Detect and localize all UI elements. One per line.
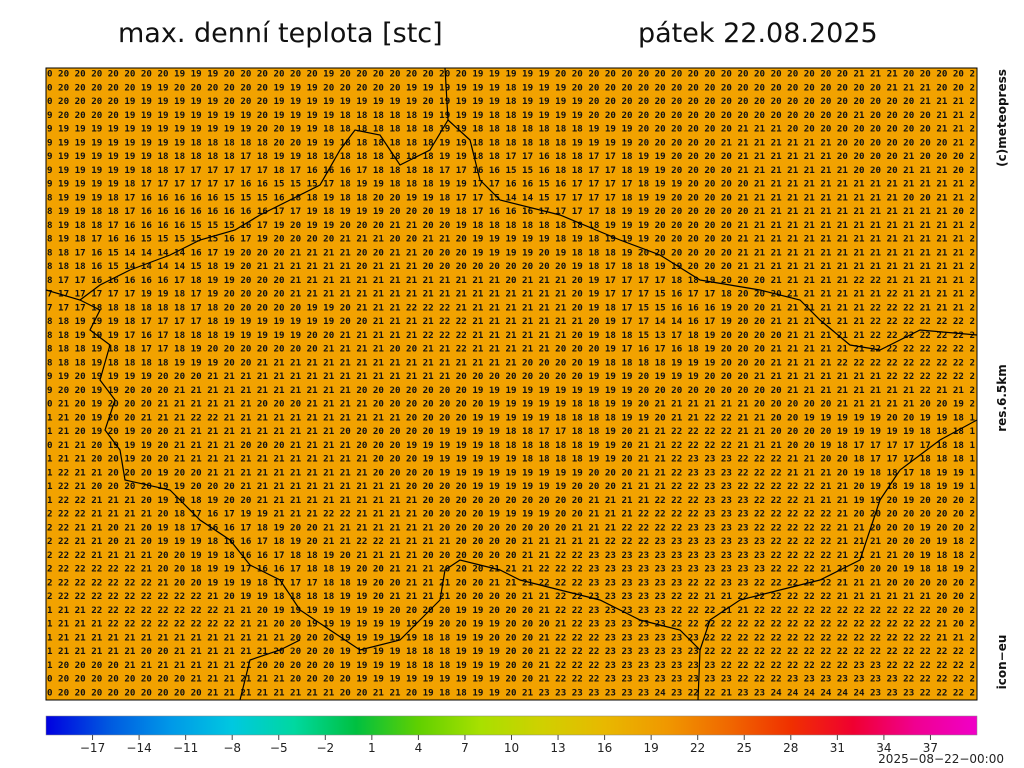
- value-row: 1 21 21 21 21 21 20 20 21 21 21 21 21 21…: [47, 647, 975, 657]
- value-grid: 0 20 20 20 20 20 20 20 19 19 19 20 20 20…: [47, 70, 975, 699]
- value-row: 9 19 19 19 19 18 17 17 17 17 17 17 16 16…: [47, 180, 975, 190]
- value-row: 7 17 17 18 18 18 18 18 18 17 18 20 20 20…: [47, 303, 975, 313]
- value-row: 0 20 20 20 20 20 19 19 20 20 20 20 20 20…: [47, 83, 975, 93]
- copyright: (c)meteopress: [995, 69, 1009, 167]
- value-row: 1 20 20 20 20 21 21 21 21 21 21 21 21 20…: [47, 661, 975, 671]
- value-row: 0 20 20 20 20 20 20 20 20 21 21 21 21 21…: [47, 675, 975, 685]
- colorbar-tick-label: 7: [461, 741, 469, 755]
- value-row: 2 22 22 21 21 21 21 20 18 17 16 17 19 19…: [47, 510, 975, 520]
- colorbar-tick-label: 28: [783, 741, 798, 755]
- value-row: 8 18 18 19 18 18 18 18 19 19 19 20 20 21…: [47, 358, 975, 368]
- value-row: 8 18 19 19 19 17 16 17 18 18 18 19 19 19…: [47, 331, 975, 341]
- map-area: [45, 67, 978, 701]
- value-row: 8 17 17 16 16 16 16 16 17 18 19 19 20 20…: [47, 276, 975, 286]
- colorbar-tick-label: 13: [550, 741, 565, 755]
- colorbar-tick-label: −17: [80, 741, 105, 755]
- timestamp: 2025−08−22−00:00: [878, 752, 1004, 766]
- colorbar-tick-label: 1: [368, 741, 376, 755]
- value-row: 9 20 20 19 19 20 20 20 21 21 21 21 21 21…: [47, 386, 975, 396]
- colorbar-tick-label: 22: [690, 741, 705, 755]
- value-row: 8 19 18 18 17 16 16 16 16 15 15 15 16 17…: [47, 221, 975, 231]
- value-row: 1 22 21 20 20 20 20 19 19 20 20 20 21 21…: [47, 482, 975, 492]
- colorbar-tick-label: −14: [126, 741, 151, 755]
- value-row: 1 22 21 21 20 20 20 19 20 20 21 21 21 21…: [47, 468, 975, 478]
- value-row: 8 18 18 16 15 14 14 14 14 15 18 19 20 21…: [47, 262, 975, 272]
- value-row: 8 18 17 16 15 14 14 14 14 16 17 19 20 20…: [47, 248, 975, 258]
- value-row: 0 20 20 20 20 20 20 20 20 20 21 21 21 21…: [47, 689, 975, 699]
- colorbar-tick-label: 37: [923, 741, 938, 755]
- colorbar-tick-label: 34: [876, 741, 891, 755]
- resolution: res.6.5km: [995, 364, 1009, 432]
- value-row: 2 22 21 21 20 21 20 19 19 19 18 16 16 17…: [47, 537, 975, 547]
- value-row: 8 18 19 19 19 18 17 17 17 17 18 19 19 19…: [47, 317, 975, 327]
- value-row: 9 19 19 19 19 19 18 18 17 17 17 17 17 17…: [47, 166, 975, 176]
- colorbar-tick-label: −11: [173, 741, 198, 755]
- value-row: 7 17 17 17 17 17 19 19 18 17 19 20 20 20…: [47, 290, 975, 300]
- value-row: 0 21 20 19 20 20 20 21 21 21 21 21 21 20…: [47, 400, 975, 410]
- value-row: 9 20 20 20 20 19 19 19 19 19 19 19 19 20…: [47, 111, 975, 121]
- colorbar: [45, 715, 978, 736]
- date: pátek 22.08.2025: [638, 18, 878, 49]
- colorbar-tick-label: −8: [223, 741, 241, 755]
- model: icon−eu: [995, 635, 1009, 690]
- value-row: 9 19 20 19 19 19 19 20 20 20 21 21 21 21…: [47, 372, 975, 382]
- value-row: 1 21 21 21 21 21 21 21 21 21 21 21 21 21…: [47, 633, 975, 643]
- value-row: 8 19 18 17 16 16 15 15 15 15 15 16 17 19…: [47, 235, 975, 245]
- colorbar-ticks: −17 −14 −11 −8 −5 −2 1 4 7 10 13 16 19 22 25 28 31 34 37: [80, 735, 938, 755]
- value-row: 8 19 19 18 18 17 16 16 16 16 16 16 16 16…: [47, 207, 975, 217]
- borders: [46, 68, 977, 700]
- value-row: 2 22 22 22 22 22 22 22 22 22 21 20 19 19…: [47, 592, 975, 602]
- value-row: 1 21 21 20 20 19 20 20 21 21 21 21 21 21…: [47, 455, 975, 465]
- value-row: 2 22 22 22 22 22 21 20 20 18 19 19 17 16…: [47, 565, 975, 575]
- value-row: 1 21 21 22 22 22 22 22 22 22 22 21 21 20…: [47, 606, 975, 616]
- colorbar-tick-label: 31: [830, 741, 845, 755]
- value-row: 8 19 19 19 18 17 16 16 16 16 16 15 15 15…: [47, 193, 975, 203]
- colorbar-tick-label: −2: [316, 741, 334, 755]
- value-row: 0 20 20 20 20 20 20 20 19 19 19 20 20 20…: [47, 70, 975, 80]
- value-row: 9 19 19 19 19 19 19 19 19 18 18 18 18 18…: [47, 138, 975, 148]
- colorbar-tick-label: 10: [504, 741, 519, 755]
- value-row: 1 21 21 21 22 22 22 22 22 22 22 22 21 21…: [47, 620, 975, 630]
- value-row: 1 21 20 19 20 20 21 21 21 22 22 21 21 21…: [47, 413, 975, 423]
- value-row: 9 19 19 19 19 19 19 18 18 18 18 18 17 18…: [47, 152, 975, 162]
- value-row: 9 19 19 19 19 19 19 19 19 19 19 19 19 20…: [47, 125, 975, 135]
- value-row: 2 22 21 21 20 21 20 19 18 17 16 16 17 18…: [47, 523, 975, 533]
- value-row: 2 22 22 22 22 22 22 21 20 20 19 19 19 18…: [47, 578, 975, 588]
- value-row: 1 21 20 19 20 19 20 20 21 21 21 21 21 21…: [47, 427, 975, 437]
- value-row: 0 20 20 20 20 19 19 19 19 19 19 20 20 20…: [47, 97, 975, 107]
- value-row: 2 22 22 21 21 21 21 20 20 19 19 18 16 16…: [47, 551, 975, 561]
- colorbar-tick-label: −5: [270, 741, 288, 755]
- value-row: 1 22 22 21 21 21 20 19 19 18 19 20 20 21…: [47, 496, 975, 506]
- colorbar-tick-label: 25: [737, 741, 752, 755]
- value-row: 0 21 21 20 19 19 19 20 21 21 21 21 20 20…: [47, 441, 975, 451]
- title: max. denní teplota [stc]: [118, 18, 443, 49]
- colorbar-tick-label: 16: [597, 741, 612, 755]
- value-row: 8 18 18 19 18 18 17 17 18 19 20 20 20 20…: [47, 345, 975, 355]
- colorbar-tick-label: 4: [415, 741, 423, 755]
- colorbar-tick-label: 19: [644, 741, 659, 755]
